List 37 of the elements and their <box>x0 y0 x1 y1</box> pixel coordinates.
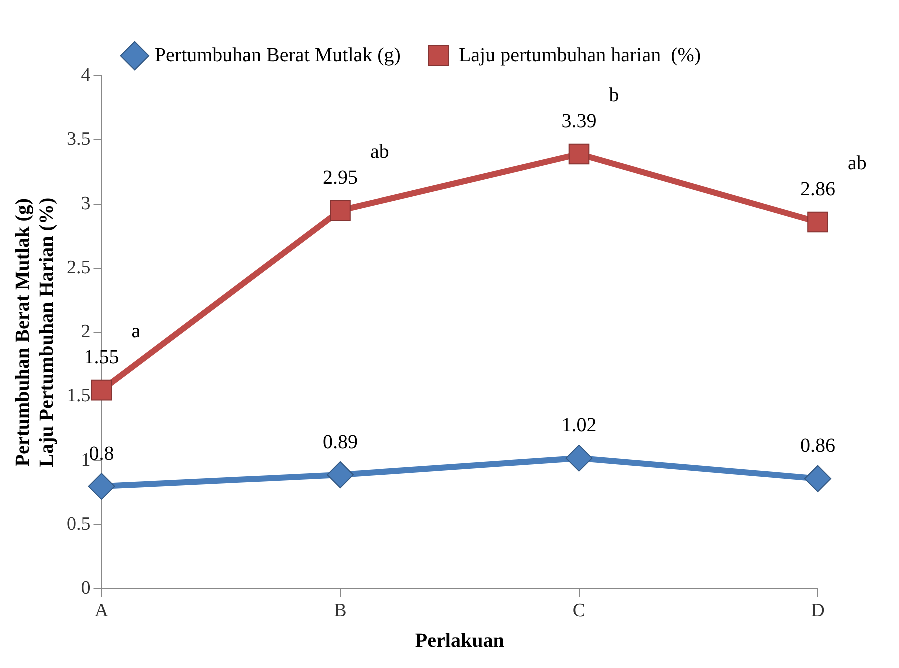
point <box>566 444 593 472</box>
y-tick-label: 1 <box>81 450 91 471</box>
point <box>804 465 832 492</box>
y-tick-label: 0.5 <box>67 514 91 536</box>
data-label: 0.89 <box>323 431 358 454</box>
y-tick-label: 3.5 <box>67 129 91 150</box>
annotation: b <box>609 84 620 107</box>
data-label: 2.86 <box>800 178 836 201</box>
y-tick-label: 2 <box>81 322 91 343</box>
data-label: 2.95 <box>323 166 358 189</box>
x-axis-title: Perlakuan <box>415 630 504 652</box>
data-label: 0.86 <box>800 435 836 458</box>
point <box>568 144 590 165</box>
y-tick-label: 4 <box>81 64 92 86</box>
legend-label: Pertumbuhan Berat Mutlak (g) <box>154 44 401 66</box>
y-tick-label: 0 <box>81 578 91 600</box>
point <box>91 380 112 401</box>
annotation: ab <box>370 140 390 163</box>
data-label: 1.55 <box>84 346 120 369</box>
y-tick-label: 1.5 <box>67 386 91 407</box>
y-tick-label: 3 <box>81 193 91 214</box>
point <box>327 462 354 489</box>
data-label: 0.8 <box>89 442 114 465</box>
x-tick-label: A <box>94 600 109 622</box>
y-axis-title: Pertumbuhan Berat Mutlak (g) Laju Pertumbuhan Harian (%) <box>12 198 58 468</box>
point <box>330 200 351 222</box>
data-label: 1.02 <box>562 414 597 437</box>
legend-label: Laju pertumbuhan harian (%) <box>458 44 702 66</box>
point <box>88 473 116 500</box>
x-tick-label: D <box>811 600 825 622</box>
y-tick-label: 2.5 <box>67 257 91 278</box>
data-label: 3.39 <box>562 110 597 133</box>
point <box>808 212 828 233</box>
x-tick-label: C <box>572 600 586 622</box>
x-tick-label: B <box>334 600 347 622</box>
annotation: a <box>132 320 141 343</box>
text: ab <box>848 152 867 175</box>
